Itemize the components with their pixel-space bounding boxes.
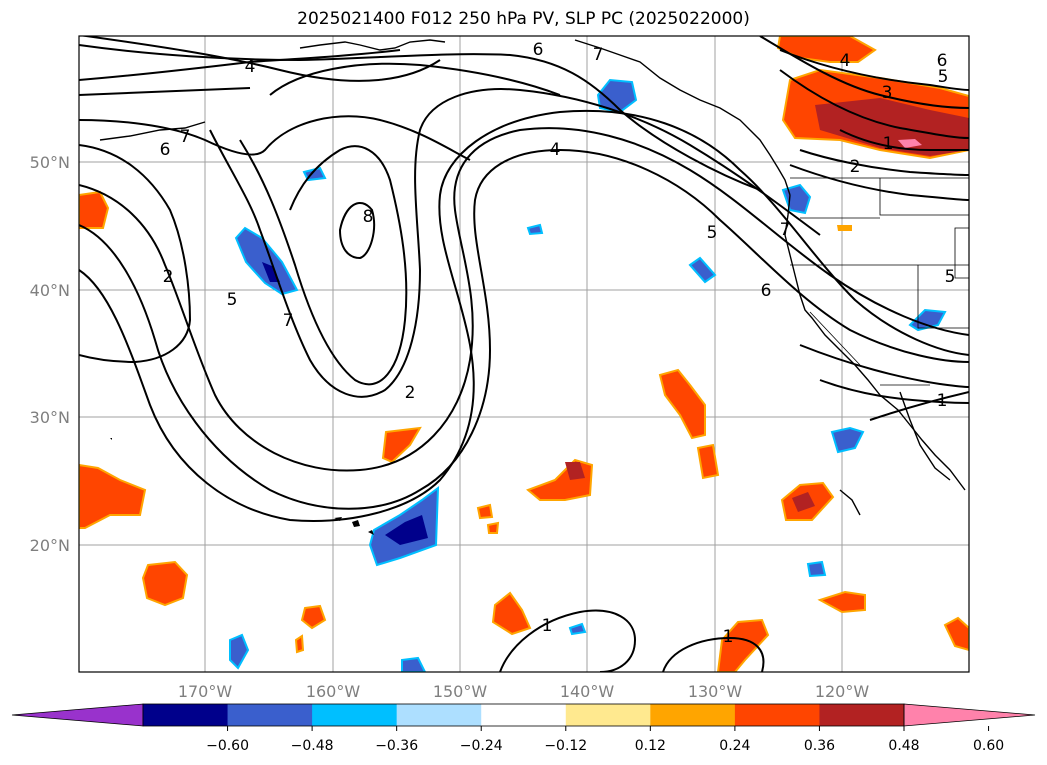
lat-tick-label: 50°N [30, 153, 70, 172]
map-frame [78, 35, 970, 673]
colorbar-cell [650, 704, 736, 726]
colorbar-tick-label: −0.48 [291, 738, 334, 754]
latitude-labels: 50°N 40°N 30°N 20°N [30, 153, 70, 555]
colorbar-cell [819, 704, 905, 726]
lat-tick-label: 20°N [30, 536, 70, 555]
coastlines [99, 39, 966, 516]
map-panel: 4 6 7 4 3 6 5 1 2 6 7 2 8 5 7 4 5 7 6 5 … [79, 36, 969, 672]
contour-label: 8 [363, 207, 374, 227]
colorbar-tick-label: −0.36 [375, 738, 418, 754]
contour-label: 6 [160, 140, 171, 160]
contour-label: 2 [850, 157, 861, 177]
colorbar-extend-high [903, 703, 1036, 727]
contour-label: 1 [723, 627, 734, 647]
contour-label: 7 [780, 220, 791, 240]
colorbar-cell [734, 704, 820, 726]
lon-tick-label: 150°W [433, 682, 488, 701]
colorbar-cell [396, 704, 482, 726]
lat-tick-label: 40°N [30, 281, 70, 300]
contour-label: 7 [180, 127, 191, 147]
lon-tick-label: 170°W [178, 682, 233, 701]
contour-label: 1 [542, 616, 553, 636]
lon-tick-label: 120°W [815, 682, 870, 701]
lon-tick-label: 160°W [306, 682, 361, 701]
contour-label: 2 [405, 383, 416, 403]
colorbar-cell [227, 704, 313, 726]
contour-label: 7 [593, 45, 604, 65]
colorbar-tick-label: 0.36 [804, 738, 835, 754]
colorbar-tick-label: −0.12 [544, 738, 587, 754]
colorbar-cell [312, 704, 398, 726]
contour-label: 6 [533, 40, 544, 60]
colorbar-tick-label: 0.12 [635, 738, 666, 754]
lat-tick-label: 30°N [30, 408, 70, 427]
colorbar-cell [481, 704, 567, 726]
contour-label: 4 [550, 140, 561, 160]
colorbar-cell [143, 704, 229, 726]
colorbar-tick-label: 0.60 [973, 738, 1004, 754]
lon-tick-label: 140°W [560, 682, 615, 701]
contour-label: 4 [245, 57, 256, 77]
gridlines [79, 36, 969, 672]
map-title: 2025021400 F012 250 hPa PV, SLP PC (2025… [297, 9, 750, 29]
contour-label: 5 [938, 67, 949, 87]
longitude-labels: 170°W 160°W 150°W 140°W 130°W 120°W [178, 682, 870, 701]
colorbar-cell [565, 704, 651, 726]
colorbar-tick-label: 0.24 [719, 738, 750, 754]
colorbar-tick-label: −0.24 [460, 738, 503, 754]
colorbar: −0.60 −0.48 −0.36 −0.24 −0.12 0.12 0.24 0.36 0.4… [11, 703, 1036, 754]
contour-label: 5 [945, 267, 956, 287]
contour-label: 6 [937, 51, 948, 71]
contour-labels: 4 6 7 4 3 6 5 1 2 6 7 2 8 5 7 4 5 7 6 5 … [160, 40, 956, 647]
colorbar-extend-low [11, 703, 144, 727]
contour-label: 1 [937, 391, 948, 411]
contour-label: 1 [883, 134, 894, 154]
contour-label: 6 [761, 281, 772, 301]
state-borders [790, 177, 969, 386]
colorbar-tick-label: 0.48 [888, 738, 919, 754]
lon-tick-label: 130°W [688, 682, 743, 701]
contour-label: 2 [163, 267, 174, 287]
pv-negative-anomalies [229, 78, 947, 672]
contour-label: 3 [882, 83, 893, 103]
contour-label: 7 [283, 311, 294, 331]
contour-label: 5 [707, 223, 718, 243]
colorbar-tick-label: −0.60 [206, 738, 249, 754]
contour-label: 5 [227, 290, 238, 310]
contour-label: 4 [840, 51, 851, 71]
slp-contours [79, 36, 969, 672]
